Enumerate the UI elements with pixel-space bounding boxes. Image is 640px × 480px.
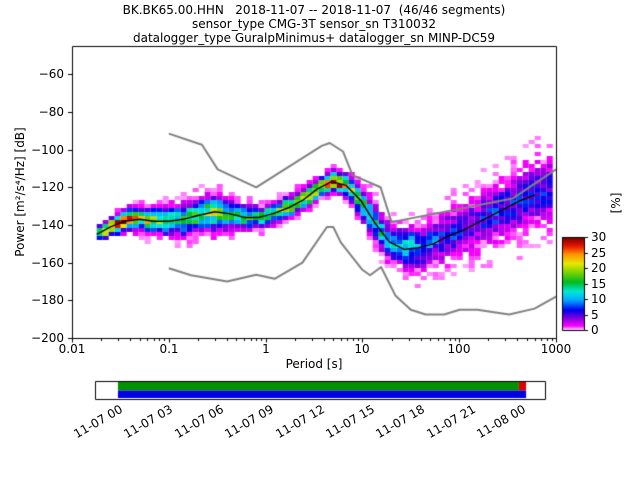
- colorbar-unit-label: [%]: [609, 192, 623, 214]
- colorbar-tick-label: 10: [591, 292, 607, 306]
- station-title: BK.BK65.00.HHN 2018-11-07 -- 2018-11-07 …: [122, 3, 506, 17]
- title-block: BK.BK65.00.HHN 2018-11-07 -- 2018-11-07 …: [72, 3, 556, 45]
- x-tick-label: 0.01: [58, 342, 86, 356]
- x-axis-label: Period [s]: [285, 357, 343, 371]
- x-tick-label: 10: [354, 342, 370, 356]
- y-axis-label: Power [m²/s⁴/Hz] [dB]: [13, 127, 27, 257]
- colorbar-tick-label: 5: [591, 307, 599, 322]
- y-tick-label: −100: [31, 143, 64, 157]
- x-tick-label: 1000: [540, 342, 572, 356]
- x-tick-label: 100: [447, 342, 471, 356]
- colorbar-tick-label: 15: [591, 276, 607, 291]
- colorbar-tick-label: 30: [591, 230, 607, 244]
- y-tick-label: −160: [31, 256, 64, 270]
- colorbar-tick-label: 0: [591, 323, 599, 337]
- y-tick-label: −80: [38, 105, 64, 119]
- y-tick-label: −140: [31, 218, 64, 232]
- colorbar-tick-label: 25: [591, 245, 607, 260]
- sensor-subtitle: sensor_type CMG-3T sensor_sn T310032: [191, 17, 437, 32]
- datalogger-subtitle: datalogger_type GuralpMinimus+ datalogge…: [132, 31, 496, 46]
- y-tick-label: −60: [38, 67, 64, 81]
- colorbar-tick-label: 20: [591, 261, 607, 275]
- x-tick-label: 0.1: [159, 342, 179, 356]
- y-tick-label: −180: [31, 293, 64, 307]
- y-tick-label: −200: [31, 331, 64, 345]
- x-tick-label: 1: [262, 342, 270, 356]
- y-tick-label: −120: [31, 180, 64, 194]
